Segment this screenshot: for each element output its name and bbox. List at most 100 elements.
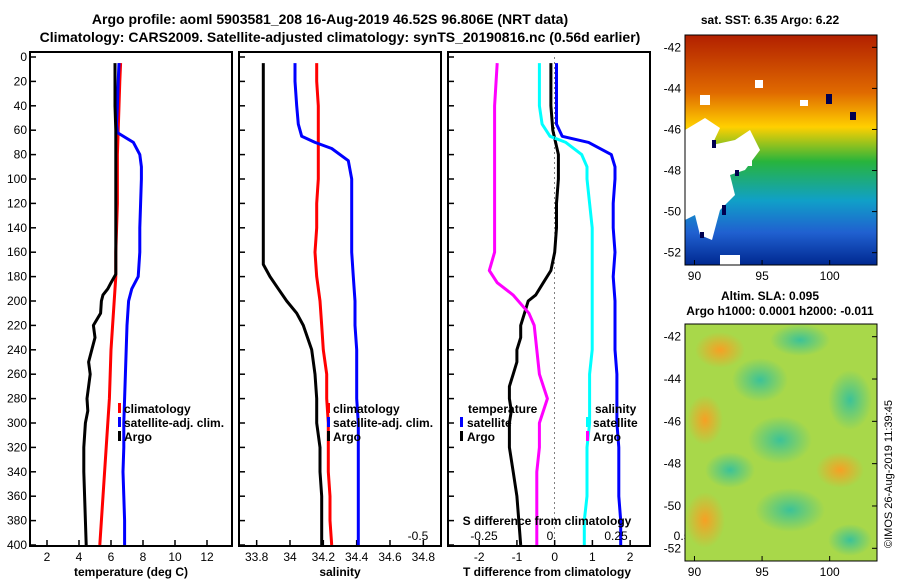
legend-label-climatology: climatology — [333, 402, 400, 416]
x-tick-label: 34 — [283, 550, 297, 564]
map-y-tick-label: -46 — [664, 414, 682, 428]
x-tick-label: 1 — [589, 550, 596, 564]
x-tick-label: 34.6 — [378, 550, 402, 564]
map-y-tick-label: -52 — [664, 541, 682, 555]
legend-label-sal-argo: Argo — [593, 430, 621, 444]
y-tick-label: 180 — [7, 270, 27, 284]
legend-swatch-satellite — [118, 417, 121, 427]
map-y-tick-label: -50 — [664, 205, 682, 219]
title-line-1: Argo profile: aoml 5903581_208 16-Aug-20… — [92, 11, 568, 27]
temperature-series-argo — [82, 63, 118, 546]
sst-map-title: sat. SST: 6.35 Argo: 6.22 — [701, 13, 840, 27]
y-tick-label: 160 — [7, 245, 27, 259]
sst-map: -42 -44 -46 -48 -50 -52 90 95 100 — [664, 34, 878, 283]
differences-series-salinity-argo — [487, 63, 549, 545]
sla-map-features — [685, 324, 872, 556]
title-line-2: Climatology: CARS2009. Satellite-adjuste… — [40, 29, 641, 45]
timestamp-watermark: ©IMOS 26-Aug-2019 11:39:45 — [883, 400, 895, 548]
temperature-plot-frame — [29, 51, 233, 547]
x-tick-label: 10 — [168, 550, 182, 564]
y-tick-label: 240 — [7, 343, 27, 357]
legend-label-temp-argo: Argo — [467, 430, 495, 444]
y-tick-label: 300 — [7, 416, 27, 430]
sst-map-frame — [684, 34, 878, 266]
salinity-series-climatology — [313, 63, 334, 546]
map-x-tick-label: 90 — [688, 565, 702, 579]
x-tick-label: 34.4 — [345, 550, 369, 564]
x-tick-label: 6 — [108, 550, 115, 564]
difference-top-axis-label: S difference from climatology — [463, 514, 632, 528]
temperature-series-climatology — [98, 63, 123, 546]
y-tick-label: 380 — [7, 514, 27, 528]
difference-legend-temperature: temperature satellite Argo — [460, 402, 538, 444]
salinity-series-satellite-adj-clim — [293, 63, 360, 545]
salinity-legend: climatology satellite-adj. clim. Argo — [327, 402, 433, 444]
x-tick-label: 34.8 — [412, 550, 436, 564]
y-tick-label: 360 — [7, 489, 27, 503]
map-x-tick-label: 95 — [755, 269, 769, 283]
x-tick-label: 2 — [627, 550, 634, 564]
legend-label-sal-satellite: satellite — [593, 416, 638, 430]
map-y-tick-label: -42 — [664, 40, 682, 54]
x-tick-label: 8 — [140, 550, 147, 564]
map-y-tick-label: -50 — [664, 499, 682, 513]
legend-label-temp-satellite: satellite — [467, 416, 512, 430]
map-y-tick-label: -46 — [664, 122, 682, 136]
map-y-tick-label: -52 — [664, 246, 682, 260]
y-tick-label: 220 — [7, 318, 27, 332]
differences-series-salinity-satellite — [537, 63, 594, 545]
map-y-tick-label: -48 — [664, 164, 682, 178]
temperature-series-satellite-adj-clim — [115, 63, 143, 545]
y-tick-label: 280 — [7, 392, 27, 406]
x-tick-label: 33.8 — [245, 550, 269, 564]
sla-map: -42 -44 -46 -48 -50 -52 90 95 100 — [664, 323, 878, 579]
x-tick-label: 0 — [551, 550, 558, 564]
legend-title-salinity: salinity — [595, 402, 637, 416]
salinity-x-axis-label: salinity — [319, 565, 361, 579]
y-tick-label: 200 — [7, 294, 27, 308]
legend-label-argo: Argo — [124, 430, 152, 444]
y-tick-label: 400 — [7, 538, 27, 552]
x-tick-label: -1 — [512, 550, 523, 564]
legend-label-argo: Argo — [333, 430, 361, 444]
difference-legend-salinity: salinity satellite Argo — [586, 402, 638, 444]
map-y-tick-label: -48 — [664, 457, 682, 471]
sst-cloud-mask — [685, 80, 808, 265]
top-x-tick-label: 0 — [547, 529, 554, 543]
sla-map-title-2: Argo h1000: 0.0001 h2000: -0.011 — [686, 304, 874, 318]
x-tick-label: 4 — [76, 550, 83, 564]
y-tick-label: 320 — [7, 440, 27, 454]
difference-plot-frame — [447, 51, 651, 547]
legend-swatch-satellite — [327, 417, 330, 427]
legend-swatch-argo — [327, 431, 330, 441]
y-tick-label: 340 — [7, 465, 27, 479]
salinity-chart: 33.8 34 34.2 34.4 34.6 34.8 — [240, 56, 436, 564]
sst-cloud-edges — [700, 94, 856, 238]
x-tick-label: 34.2 — [312, 550, 336, 564]
legend-title-temperature: temperature — [468, 402, 538, 416]
y-tick-label: 60 — [14, 123, 28, 137]
temperature-legend: climatology satellite-adj. clim. Argo — [118, 402, 224, 444]
legend-swatch-argo — [118, 431, 121, 441]
differences-series-temperature-satellite — [555, 63, 623, 545]
y-tick-label: 100 — [7, 172, 27, 186]
legend-swatch-sal-satellite — [586, 417, 589, 427]
temperature-x-axis-label: temperature (deg C) — [74, 565, 188, 579]
legend-swatch-temp-satellite — [460, 417, 463, 427]
map-x-tick-label: 90 — [688, 269, 702, 283]
y-tick-label: 80 — [14, 148, 28, 162]
y-tick-label: 260 — [7, 367, 27, 381]
y-tick-label: 20 — [14, 74, 28, 88]
x-tick-label: 12 — [200, 550, 214, 564]
differences-series-temperature-argo — [507, 63, 560, 546]
legend-swatch-climatology — [118, 403, 121, 413]
map-x-tick-label: 100 — [820, 269, 840, 283]
map-y-tick-label: -42 — [664, 330, 682, 344]
differences-chart: -2 -1 0 1 2 — [449, 56, 634, 564]
map-y-tick-label: -44 — [664, 372, 682, 386]
top-x-tick-label: -0.25 — [470, 529, 498, 543]
y-tick-label: 40 — [14, 99, 28, 113]
map-x-tick-label: 95 — [755, 565, 769, 579]
temperature-chart: 2 4 6 8 10 1202040608010012014016018020022024… — [7, 50, 214, 564]
